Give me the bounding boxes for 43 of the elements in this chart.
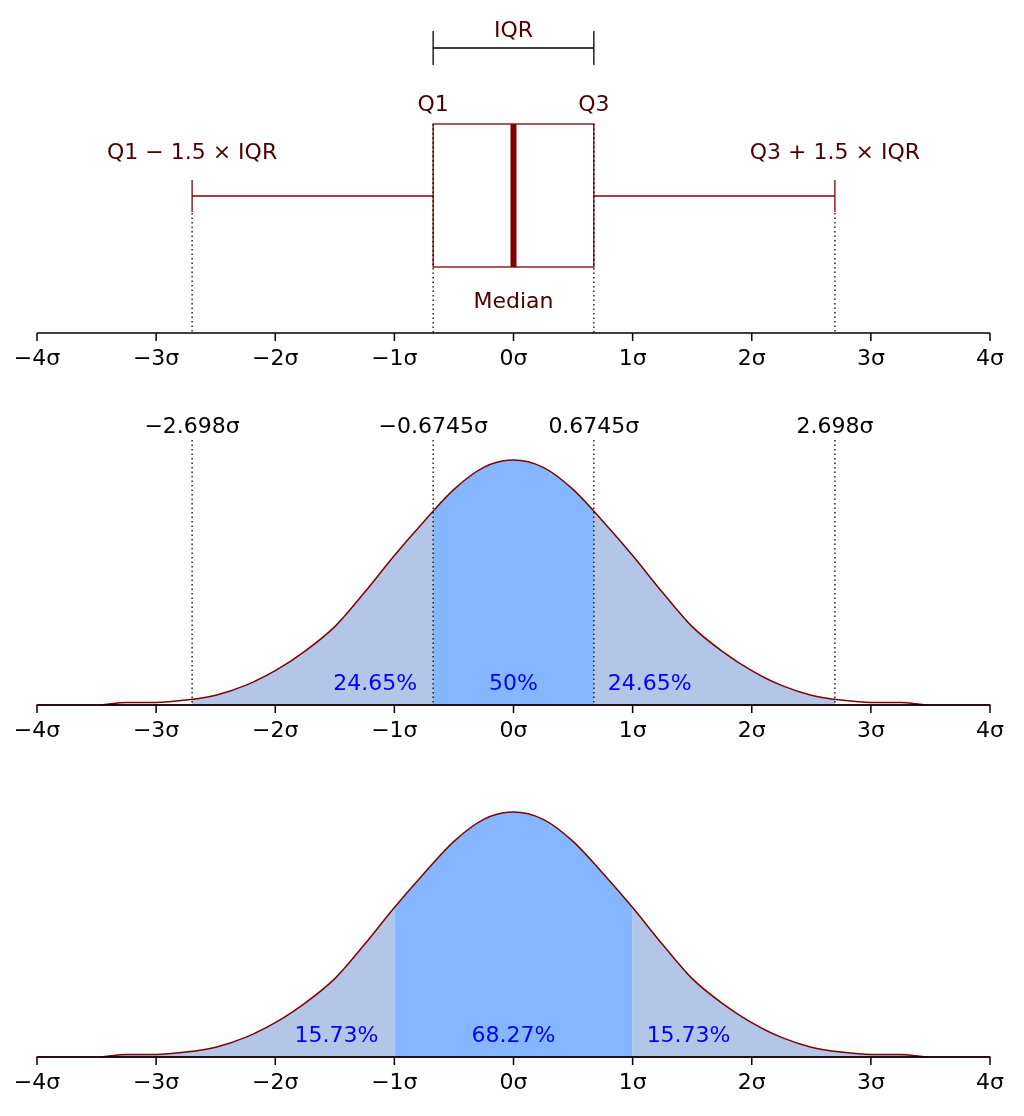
- ref-line-label: 2.698σ: [796, 413, 874, 438]
- ref-line-label: −0.6745σ: [378, 413, 488, 438]
- x-tick-label: 3σ: [856, 1069, 885, 1094]
- text: Median: [473, 288, 554, 313]
- x-tick-label: −1σ: [371, 1069, 418, 1094]
- ref-line-label: −2.698σ: [144, 413, 240, 438]
- band-label: 24.65%: [607, 670, 692, 695]
- x-tick-label: 2σ: [737, 1069, 766, 1094]
- x-tick-label: 3σ: [856, 717, 885, 742]
- x-tick-label: 4σ: [976, 1069, 1005, 1094]
- annotation: Q1 − 1.5 × IQR: [106, 139, 278, 164]
- text: Q1: [417, 91, 449, 116]
- x-tick-label: 0σ: [499, 345, 528, 370]
- x-tick-label: 0σ: [499, 717, 528, 742]
- x-tick-label: 1σ: [618, 717, 647, 742]
- band-label: 50%: [489, 670, 538, 695]
- band-label: 24.65%: [333, 670, 418, 695]
- x-tick-label: 1σ: [618, 345, 647, 370]
- text: IQR: [493, 17, 534, 42]
- band-label: 15.73%: [294, 1022, 379, 1047]
- x-tick-label: −4σ: [13, 345, 61, 370]
- x-tick-label: −4σ: [13, 1069, 61, 1094]
- text: Q3: [578, 91, 610, 116]
- annotation: Q3 + 1.5 × IQR: [749, 139, 921, 164]
- x-tick-label: 1σ: [618, 1069, 647, 1094]
- x-tick-label: −4σ: [13, 717, 61, 742]
- x-tick-label: −1σ: [371, 717, 418, 742]
- x-tick-label: −2σ: [252, 717, 299, 742]
- x-tick-label: −3σ: [132, 1069, 180, 1094]
- x-tick-label: −3σ: [132, 717, 180, 742]
- x-tick-label: 2σ: [737, 345, 766, 370]
- band-label: 68.27%: [471, 1022, 556, 1047]
- x-tick-label: 4σ: [976, 717, 1005, 742]
- x-tick-label: 2σ: [737, 717, 766, 742]
- x-tick-label: 3σ: [856, 345, 885, 370]
- ref-line-label: 0.6745σ: [548, 413, 640, 438]
- x-tick-label: −2σ: [252, 1069, 299, 1094]
- x-tick-label: −3σ: [132, 345, 180, 370]
- x-tick-label: −2σ: [252, 345, 299, 370]
- x-tick-label: 0σ: [499, 1069, 528, 1094]
- band-label: 15.73%: [646, 1022, 731, 1047]
- x-tick-label: −1σ: [371, 345, 418, 370]
- x-tick-label: 4σ: [976, 345, 1005, 370]
